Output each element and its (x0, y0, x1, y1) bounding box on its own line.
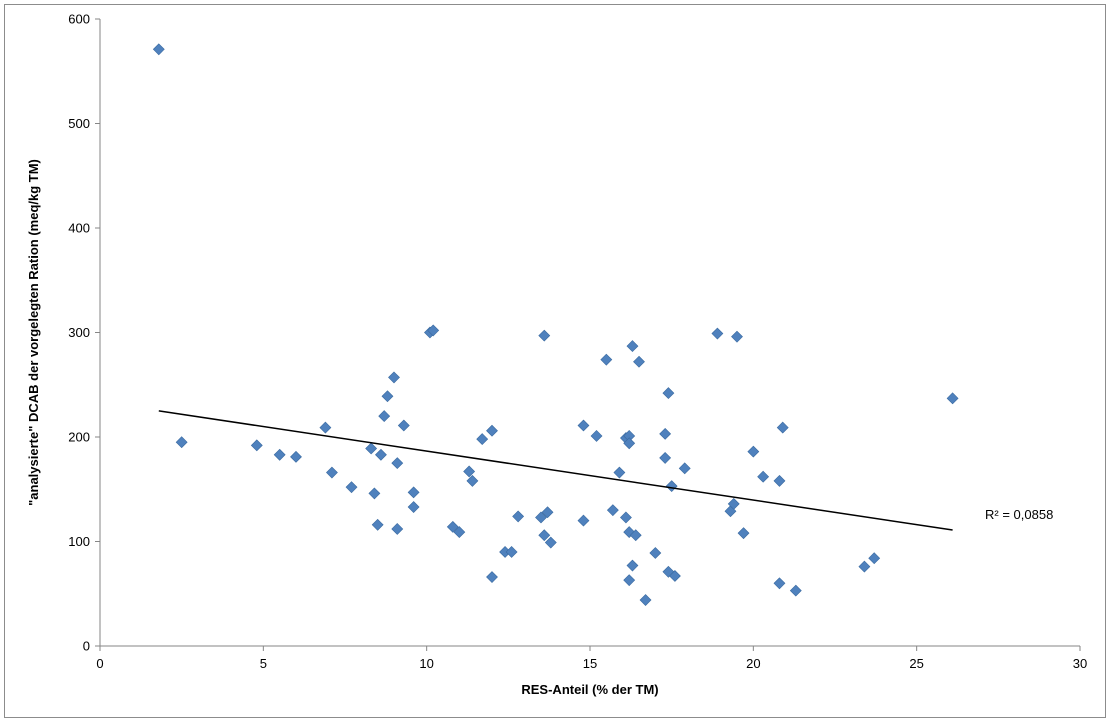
x-axis-title: RES-Anteil (% der TM) (521, 682, 658, 697)
data-point (512, 510, 525, 523)
data-point (620, 511, 632, 524)
data-point (868, 552, 881, 565)
x-tick-label: 5 (260, 656, 267, 671)
data-point (453, 526, 466, 539)
x-tick-label: 25 (909, 656, 923, 671)
data-point (600, 353, 613, 366)
data-point (388, 371, 400, 384)
data-point (626, 340, 639, 353)
data-point (486, 571, 498, 583)
y-tick-label: 400 (68, 221, 90, 236)
data-point (319, 421, 332, 434)
data-point (858, 560, 871, 573)
data-point (711, 327, 724, 340)
data-point (391, 457, 404, 470)
data-point (590, 430, 603, 442)
data-point (659, 427, 672, 440)
r-squared-annotation: R² = 0,0858 (985, 507, 1053, 522)
data-point (175, 436, 188, 449)
data-point (378, 410, 391, 423)
data-point (446, 520, 459, 533)
data-point (737, 527, 750, 540)
data-point (368, 487, 381, 500)
data-point (776, 421, 789, 434)
data-point (427, 324, 440, 337)
data-point (463, 465, 476, 478)
trendline (158, 410, 953, 531)
data-point (773, 474, 786, 487)
data-point (773, 577, 786, 590)
data-point (365, 442, 378, 455)
data-point (466, 474, 479, 487)
data-point (639, 594, 652, 606)
data-point (623, 574, 636, 587)
y-tick-label: 500 (68, 116, 90, 131)
data-point (669, 570, 681, 582)
data-point (152, 43, 165, 56)
x-tick-label: 30 (1073, 656, 1087, 671)
data-point (371, 518, 384, 531)
data-point (665, 480, 678, 493)
data-point (649, 547, 662, 559)
data-point (505, 546, 518, 558)
tick-labels: 0 100 200 300 400 500 600 0 5 10 15 20 25 30 (68, 12, 1087, 672)
x-tick-label: 10 (419, 656, 433, 671)
x-tick-label: 20 (746, 656, 760, 671)
data-point (290, 450, 302, 463)
chart-frame (4, 4, 1106, 718)
data-point (476, 433, 489, 446)
data-point (606, 504, 619, 517)
data-point (727, 497, 740, 510)
data-point (407, 501, 420, 513)
data-point (391, 523, 404, 535)
axes (95, 18, 1081, 651)
data-point (789, 584, 802, 597)
data-point (538, 529, 551, 542)
data-point (757, 470, 770, 483)
data-point (541, 506, 554, 519)
data-point (946, 392, 959, 405)
data-point (544, 536, 557, 549)
data-point (375, 448, 387, 461)
y-axis-title: "analysierte" DCAB der vorgelegten Ratio… (26, 159, 41, 506)
data-point (273, 448, 286, 461)
y-tick-label: 0 (83, 639, 90, 654)
data-point (626, 559, 639, 572)
data-point (633, 355, 645, 368)
data-point (326, 466, 338, 479)
y-tick-label: 100 (68, 534, 90, 549)
data-points (152, 43, 959, 606)
data-point (486, 424, 498, 437)
y-tick-label: 300 (68, 325, 90, 340)
y-tick-label: 200 (68, 430, 90, 445)
data-point (678, 462, 691, 475)
data-point (345, 481, 358, 494)
data-point (731, 330, 743, 343)
data-point (623, 437, 636, 450)
data-point (629, 529, 642, 542)
x-tick-label: 0 (96, 656, 103, 671)
data-point (535, 511, 547, 524)
data-point (250, 439, 263, 452)
data-point (538, 329, 551, 342)
data-point (613, 466, 626, 479)
data-point (577, 419, 590, 432)
data-point (659, 451, 672, 464)
data-point (407, 486, 420, 499)
x-tick-label: 15 (583, 656, 597, 671)
data-point (747, 445, 760, 458)
data-point (381, 390, 394, 403)
data-point (662, 387, 675, 400)
data-point (577, 514, 590, 527)
y-tick-label: 600 (68, 12, 90, 27)
data-point (397, 419, 410, 432)
